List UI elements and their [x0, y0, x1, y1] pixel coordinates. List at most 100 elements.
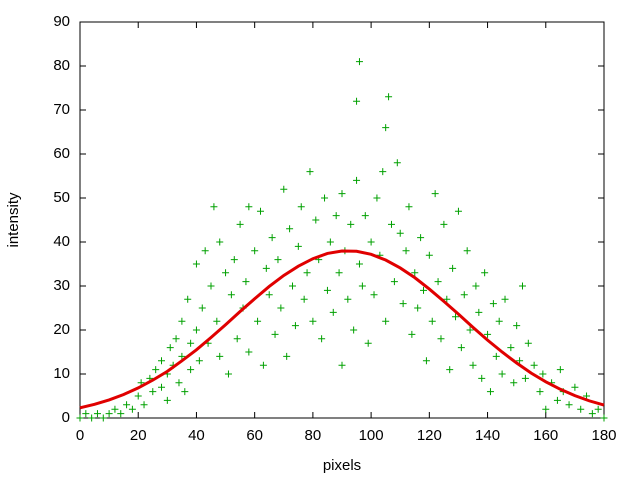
data-point [332, 212, 340, 220]
data-point [600, 414, 608, 422]
x-tick-label: 20 [130, 427, 147, 444]
data-point [335, 269, 343, 277]
data-point [449, 264, 457, 272]
data-point [259, 361, 267, 369]
data-point [286, 225, 294, 233]
data-point [245, 203, 253, 211]
data-point [338, 190, 346, 198]
data-point [443, 295, 451, 303]
fit-line [79, 249, 605, 410]
data-point [390, 278, 398, 286]
data-point [224, 370, 232, 378]
data-point [594, 405, 602, 413]
data-point [431, 190, 439, 198]
y-tick-label: 60 [53, 145, 70, 162]
data-point [385, 93, 393, 101]
data-point [513, 322, 521, 330]
y-tick-label: 30 [53, 277, 70, 294]
data-point [128, 405, 136, 413]
data-point [149, 388, 157, 396]
data-point [452, 313, 460, 321]
data-point [393, 159, 401, 167]
x-tick-label: 180 [591, 427, 616, 444]
data-point [364, 339, 372, 347]
data-point [117, 410, 125, 418]
data-point [577, 405, 585, 413]
data-point [230, 256, 238, 264]
data-point [379, 168, 387, 176]
data-point [175, 379, 183, 387]
data-point [222, 269, 230, 277]
plot-frame [79, 21, 605, 419]
data-point [192, 260, 200, 268]
data-point [437, 335, 445, 343]
data-point [463, 247, 471, 255]
data-point [495, 317, 503, 325]
data-point [358, 282, 366, 290]
data-point [213, 317, 221, 325]
data-point [521, 374, 529, 382]
data-point [140, 401, 148, 409]
data-point [524, 339, 532, 347]
data-point [347, 220, 355, 228]
data-point [201, 247, 209, 255]
data-point [158, 357, 166, 365]
data-point [326, 238, 334, 246]
data-point [303, 269, 311, 277]
y-tick-label: 20 [53, 321, 70, 338]
x-tick-label: 140 [475, 427, 500, 444]
data-point [571, 383, 579, 391]
data-point [158, 383, 166, 391]
data-point [353, 176, 361, 184]
data-point [289, 282, 297, 290]
data-point [227, 291, 235, 299]
data-point [353, 97, 361, 105]
data-point [242, 278, 250, 286]
data-point [370, 291, 378, 299]
data-point [402, 247, 410, 255]
data-point [323, 286, 331, 294]
data-point [163, 396, 171, 404]
data-point [172, 335, 180, 343]
data-point [472, 282, 480, 290]
y-tick-label: 50 [53, 189, 70, 206]
data-point [210, 203, 218, 211]
data-point [216, 352, 224, 360]
data-point [181, 388, 189, 396]
data-point [501, 295, 509, 303]
data-point [251, 247, 259, 255]
data-point [216, 238, 224, 246]
data-point [588, 410, 596, 418]
data-point [265, 291, 273, 299]
data-point [428, 317, 436, 325]
data-point [539, 370, 547, 378]
data-point [111, 405, 119, 413]
data-point [254, 317, 262, 325]
data-point [457, 344, 465, 352]
data-point [207, 282, 215, 290]
data-point [507, 344, 515, 352]
x-tick-label: 80 [305, 427, 322, 444]
data-point [245, 348, 253, 356]
data-point [300, 295, 308, 303]
data-point [373, 194, 381, 202]
data-point [556, 366, 564, 374]
data-point [466, 326, 474, 334]
data-point [166, 344, 174, 352]
data-point [187, 366, 195, 374]
data-point [274, 256, 282, 264]
data-point [355, 58, 363, 66]
x-tick-label: 120 [417, 427, 442, 444]
data-point [565, 401, 573, 409]
data-point [195, 357, 203, 365]
data-point [294, 242, 302, 250]
data-point [277, 304, 285, 312]
x-tick-label: 160 [533, 427, 558, 444]
data-point [434, 278, 442, 286]
data-point [405, 203, 413, 211]
data-point [481, 269, 489, 277]
data-point [88, 414, 96, 422]
data-point [417, 234, 425, 242]
data-point [280, 185, 288, 193]
